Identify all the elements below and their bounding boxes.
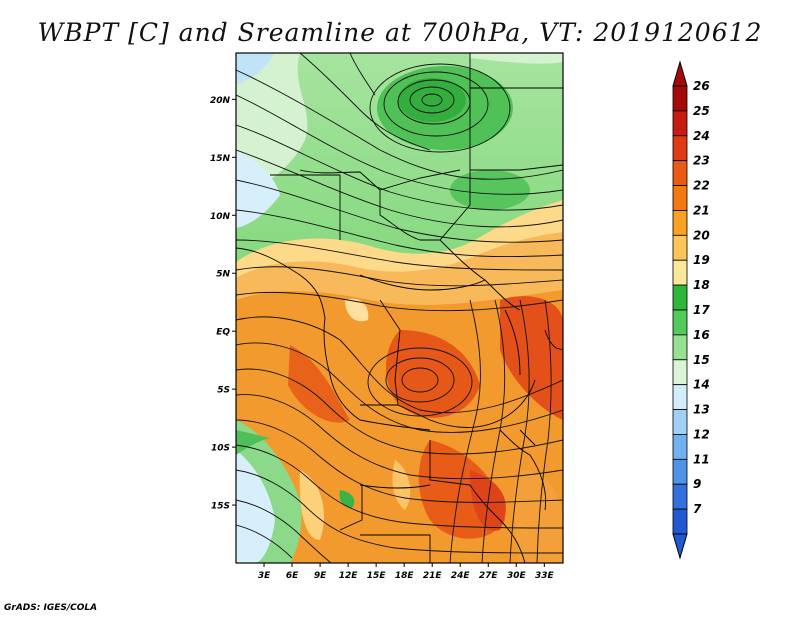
colorbar-segment: [672, 334, 688, 361]
lon-label: 18E: [395, 571, 415, 581]
colorbar-segment: [672, 409, 688, 435]
colorbar-label: 23: [693, 154, 710, 168]
colorbar-label: 18: [693, 278, 710, 292]
grads-credit: GrADS: IGES/COLA: [4, 603, 98, 613]
colorbar-label: 20: [693, 228, 710, 242]
lat-label: 15S: [211, 502, 230, 512]
map-title: WBPT [C] and Sreamline at 700hPa, VT: 20…: [37, 18, 763, 47]
colorbar-label: 11: [693, 452, 710, 466]
colorbar-segment: [672, 234, 688, 261]
colorbar-segment: [672, 210, 688, 236]
lat-label: 10N: [210, 212, 231, 222]
colorbar-segment: [672, 135, 688, 162]
colorbar-segment: [672, 434, 688, 460]
colorbar-segment: [672, 458, 688, 485]
colorbar-segment: [672, 384, 688, 410]
colorbar-lower-arrow: [672, 533, 688, 560]
lon-label: 3E: [258, 571, 271, 581]
colorbar-label: 7: [693, 502, 702, 516]
lat-label: 5N: [216, 270, 230, 280]
lat-label: 5S: [217, 386, 230, 396]
lon-label: 33E: [535, 571, 555, 581]
colorbar-segment: [672, 160, 688, 186]
longitude-axis: 3E 6E 9E 12E 15E 18E 21E 24E 27E 30E 33E: [258, 563, 555, 581]
lat-label: 15N: [210, 154, 231, 164]
lon-label: 30E: [507, 571, 527, 581]
colorbar-label: 16: [693, 328, 710, 342]
lon-label: 24E: [451, 571, 471, 581]
lat-label: 10S: [211, 444, 230, 454]
colorbar-label: 19: [693, 253, 710, 267]
lon-label: 15E: [367, 571, 387, 581]
lon-label: 6E: [286, 571, 299, 581]
colorbar-label: 14: [693, 378, 710, 392]
colorbar-label: 15: [693, 353, 710, 367]
lat-label: 20N: [210, 96, 231, 106]
colorbar-segment: [672, 483, 688, 510]
colorbar-segment: [672, 309, 688, 336]
colorbar-upper-arrow: [672, 60, 688, 87]
latitude-axis: 20N 15N 10N 5N EQ 5S 10S 15S: [210, 96, 236, 512]
lon-label: 27E: [479, 571, 499, 581]
colorbar-label: 9: [693, 477, 701, 491]
colorbar-segment: [672, 85, 688, 112]
colorbar-segment: [672, 259, 688, 286]
colorbar-label: 22: [693, 179, 710, 193]
colorbar-segment: [672, 185, 688, 211]
lon-label: 12E: [339, 571, 359, 581]
colorbar-label: 17: [693, 303, 710, 317]
colorbar-label: 12: [693, 427, 710, 441]
map-frame: [235, 52, 564, 564]
colorbar-label: 24: [693, 129, 710, 143]
colorbar-segment: [672, 359, 688, 386]
colorbar-label: 13: [693, 403, 710, 417]
lat-label: EQ: [216, 328, 230, 338]
colorbar-segment: [672, 110, 688, 137]
lon-label: 21E: [423, 571, 443, 581]
colorbar-segment: [672, 284, 688, 311]
colorbar-label: 25: [693, 104, 710, 118]
lon-label: 9E: [314, 571, 327, 581]
country-borders: [236, 53, 563, 563]
colorbar-segment: [672, 508, 688, 535]
colorbar: 26 25 24 23 22 21 20 19 18 17 16 15 14 13 12 11 9 7: [672, 60, 710, 560]
colorbar-label: 26: [693, 79, 710, 93]
colorbar-label: 21: [693, 203, 710, 217]
